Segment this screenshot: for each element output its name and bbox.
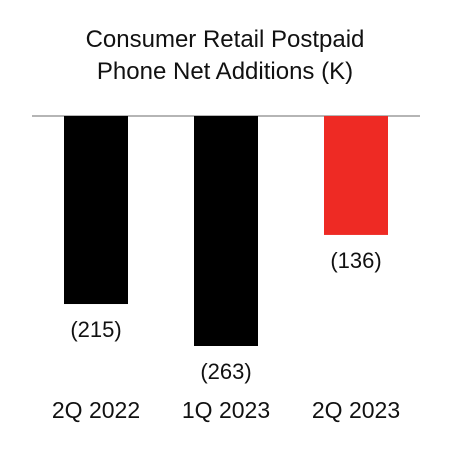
chart-title: Consumer Retail Postpaid Phone Net Addit… <box>0 24 450 88</box>
chart-title-line-2: Phone Net Additions (K) <box>96 58 354 85</box>
data-label: (215) <box>70 317 121 342</box>
data-label: (263) <box>200 359 251 384</box>
x-tick-label: 1Q 2023 <box>182 397 270 423</box>
x-tick-label: 2Q 2022 <box>52 397 140 423</box>
bar-1q-2023 <box>194 116 258 346</box>
bar-2q-2022 <box>64 116 128 305</box>
x-tick-label: 2Q 2023 <box>312 397 400 423</box>
data-label: (136) <box>330 248 381 273</box>
bar-2q-2023 <box>324 116 388 235</box>
chart-title-line-1: Consumer Retail Postpaid <box>85 26 365 53</box>
